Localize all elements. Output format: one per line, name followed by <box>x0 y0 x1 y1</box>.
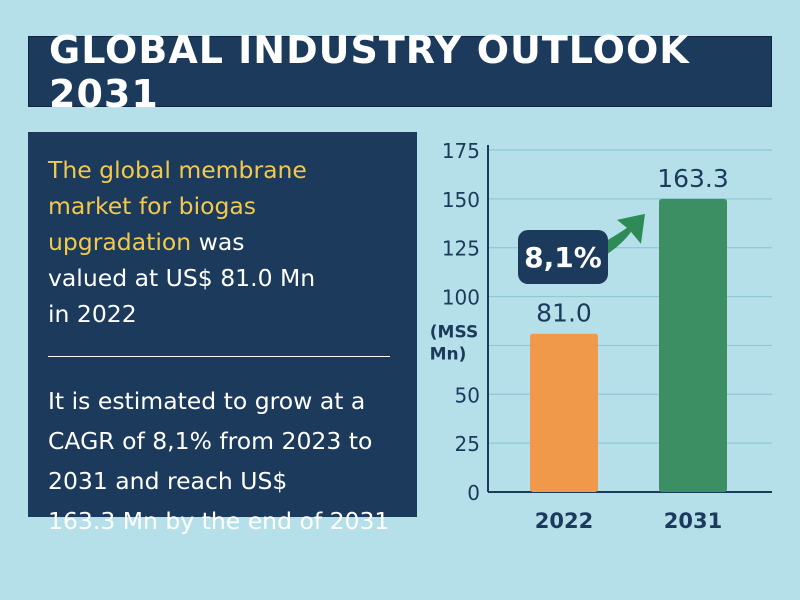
bar-2022 <box>530 333 598 492</box>
cagr-badge-text: 8,1% <box>524 241 602 274</box>
data-label: 163.3 <box>657 164 729 193</box>
y-tick-label: 100 <box>442 286 480 310</box>
y-tick-label: 50 <box>455 383 480 407</box>
p2-line2: CAGR of 8,1% from 2023 to <box>48 427 373 455</box>
highlight-text: The global membrane market for biogas up… <box>48 156 307 256</box>
page-title: GLOBAL INDUSTRY OUTLOOK 2031 <box>49 27 690 116</box>
y-tick-label: 25 <box>455 432 480 456</box>
cagr-badge <box>518 230 608 284</box>
bar-chart: 0 25 50 100 125 150 175 (MSS Mn) 81.0 2022 163.3 203… <box>420 135 800 535</box>
bar-2031 <box>659 198 727 492</box>
y-tick-label: 175 <box>442 139 480 163</box>
title-banner: GLOBAL INDUSTRY OUTLOOK 2031 <box>28 28 772 116</box>
p2-line4: 163.3 Mn by the end of 2031 <box>48 507 390 535</box>
y-tick-label: 125 <box>442 237 480 261</box>
data-label: 81.0 <box>536 299 592 328</box>
y-axis-label: (MSS <box>430 322 478 342</box>
info-panel: The global membrane market for biogas up… <box>28 132 417 535</box>
y-axis-label: Mn) <box>430 344 467 364</box>
market-value-paragraph: The global membrane market for biogas up… <box>48 152 397 332</box>
p1-line3: valued at US$ 81.0 Mn <box>48 264 316 292</box>
divider <box>48 356 390 357</box>
y-tick-label: 150 <box>442 188 480 212</box>
p2-line1: It is estimated to grow at a <box>48 387 366 415</box>
cagr-paragraph: It is estimated to grow at a CAGR of 8,1… <box>48 381 397 541</box>
p1-line4: in 2022 <box>48 300 137 328</box>
x-tick-label: 2022 <box>535 509 593 533</box>
y-tick-label: 0 <box>467 481 480 505</box>
p1-rest: was <box>191 228 245 256</box>
p2-line3: 2031 and reach US$ <box>48 467 288 495</box>
x-tick-label: 2031 <box>664 509 722 533</box>
